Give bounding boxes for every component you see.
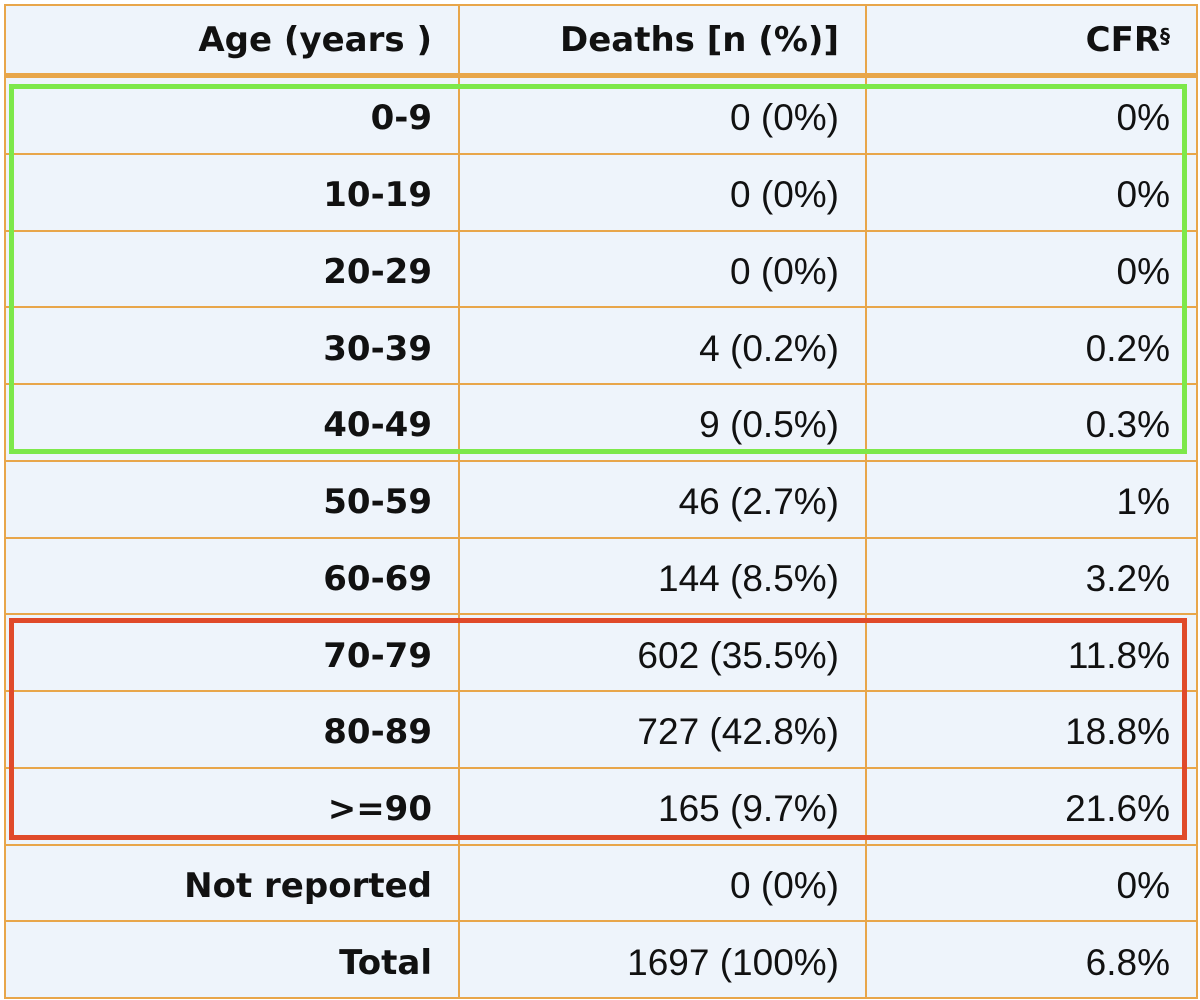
age-cell: 80-89 [4,690,460,769]
value-cell: 0% [865,152,1198,232]
value-cell: 165 (9.7%) [458,766,867,846]
value-cell: 0 (0%) [458,843,867,923]
value-cell: 144 (8.5%) [458,536,867,616]
value-cell: 6.8% [865,920,1198,999]
age-cell: 60-69 [4,536,460,616]
value-cell: 3.2% [865,536,1198,616]
table: Age (years ) Deaths [n (%)] CFR § 0-9 0 (0%) 0… [4,4,1198,999]
value-cell: 0% [865,229,1198,309]
value-cell: 46 (2.7%) [458,459,867,539]
value-cell: 0% [865,76,1198,155]
header-text: Age (years ) [198,19,432,60]
header-superscript: § [1160,23,1170,48]
value-cell: 21.6% [865,766,1198,846]
header-text: CFR [1085,19,1160,60]
age-cell: 20-29 [4,229,460,309]
value-cell: 1697 (100%) [458,920,867,999]
value-cell: 18.8% [865,690,1198,769]
value-cell: 0 (0%) [458,229,867,309]
header-cell: Deaths [n (%)] [458,4,867,78]
value-cell: 602 (35.5%) [458,613,867,692]
value-cell: 0% [865,843,1198,923]
value-cell: 4 (0.2%) [458,306,867,385]
value-cell: 0.3% [865,383,1198,462]
header-cell: Age (years ) [4,4,460,78]
age-cell: 0-9 [4,76,460,155]
age-cell: 40-49 [4,383,460,462]
age-cell: 30-39 [4,306,460,385]
header-text: Deaths [n (%)] [559,19,839,60]
value-cell: 11.8% [865,613,1198,692]
age-cell: 50-59 [4,459,460,539]
value-cell: 9 (0.5%) [458,383,867,462]
value-cell: 0 (0%) [458,76,867,155]
age-cell: Not reported [4,843,460,923]
value-cell: 0.2% [865,306,1198,385]
age-cell: 10-19 [4,152,460,232]
value-cell: 1% [865,459,1198,539]
header-cell: CFR § [865,4,1198,78]
age-cell: 70-79 [4,613,460,692]
value-cell: 0 (0%) [458,152,867,232]
value-cell: 727 (42.8%) [458,690,867,769]
age-cell: >=90 [4,766,460,846]
age-cell: Total [4,920,460,999]
